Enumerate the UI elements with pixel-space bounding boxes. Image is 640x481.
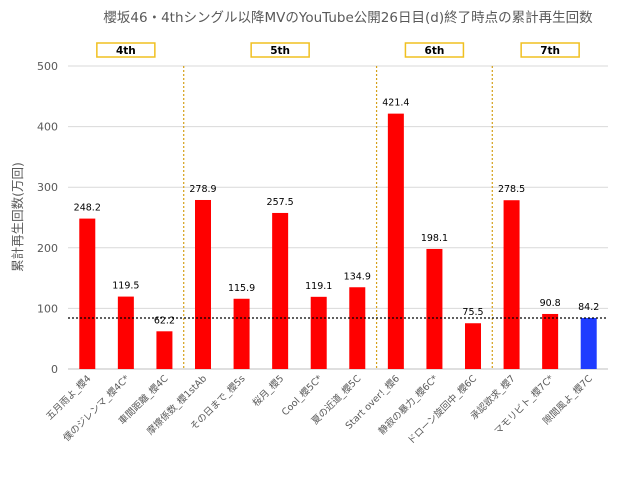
y-tick-labels: 0 100 200 300 400 500 [37, 60, 58, 376]
bars [79, 113, 597, 370]
group-separators [183, 66, 493, 369]
bar [503, 200, 520, 369]
group-label: 5th [270, 45, 290, 57]
y-tick-label: 500 [37, 60, 58, 73]
group-label: 4th [116, 45, 136, 57]
bar [387, 113, 404, 370]
y-tick-label: 300 [37, 181, 58, 194]
value-label: 119.5 [112, 281, 139, 292]
y-tick-label: 0 [51, 363, 58, 376]
bar [272, 212, 289, 369]
value-label: 119.1 [305, 281, 332, 292]
grid-lines [68, 65, 608, 370]
group-label-box [520, 42, 580, 58]
bar [542, 313, 559, 369]
y-tick-label: 400 [37, 121, 58, 134]
group-label-box [250, 42, 310, 58]
bar [156, 331, 173, 369]
y-tick-label: 100 [37, 302, 58, 315]
bar [310, 296, 327, 369]
group-label: 6th [425, 45, 445, 57]
value-label: 84.2 [578, 302, 599, 313]
bar [117, 296, 134, 369]
value-label: 134.9 [344, 271, 371, 282]
bar [580, 317, 597, 369]
bar [79, 218, 96, 369]
y-tick-label: 200 [37, 242, 58, 255]
bar [195, 199, 211, 369]
value-label: 278.5 [498, 184, 525, 195]
value-labels: 248.2 119.5 62.2 278.9 115.9 257.5 119.1 134.9 4… [74, 98, 600, 327]
value-label: 278.9 [189, 184, 216, 195]
group-label-box [96, 42, 156, 58]
value-label: 198.1 [421, 233, 448, 244]
value-label: 75.5 [462, 307, 483, 318]
x-category-label: ドローン旋回中_櫻6C [405, 372, 479, 446]
y-axis-label: 累計再生回数(万回) [10, 162, 25, 272]
value-label: 90.8 [540, 298, 561, 309]
value-label: 248.2 [74, 203, 101, 214]
bar [465, 323, 481, 369]
group-labels: 4th 5th 6th 7th [96, 42, 580, 58]
x-category-label: 桜月_櫻5 [250, 373, 286, 409]
group-label: 7th [540, 45, 560, 57]
value-label: 421.4 [382, 98, 409, 109]
x-category-labels: 五月雨よ_櫻4僕のジレンマ_櫻4C*車間距離_櫻4C摩擦係数_櫻1stAbその日… [44, 372, 595, 446]
x-category-label: 僕のジレンマ_櫻4C* [61, 372, 132, 443]
value-label: 115.9 [228, 283, 255, 294]
bar [349, 287, 366, 369]
group-label-box [404, 42, 465, 58]
bar [233, 298, 250, 369]
bar [426, 248, 443, 369]
value-label: 257.5 [267, 197, 294, 208]
chart-title: 櫻坂46・4thシングル以降MVのYouTube公開26日目(d)終了時点の累計… [103, 9, 593, 26]
value-label: 62.2 [154, 315, 175, 326]
